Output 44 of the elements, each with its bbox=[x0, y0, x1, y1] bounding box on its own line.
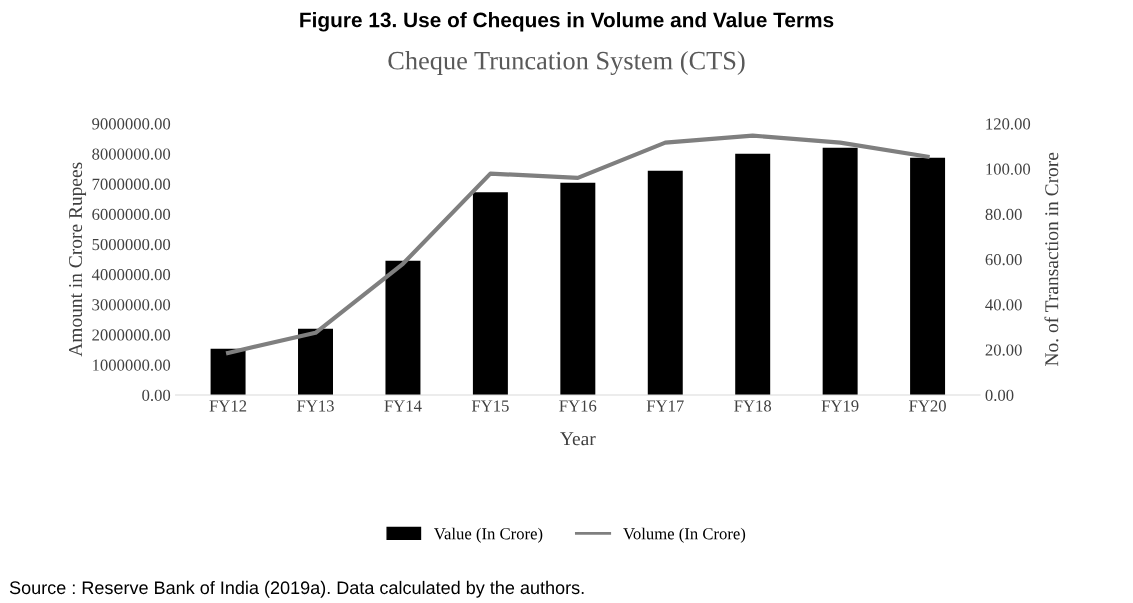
y-axis-title: Amount in Crore Rupees bbox=[69, 162, 87, 357]
bar bbox=[822, 147, 858, 395]
y-tick-label: 4000000.00 bbox=[91, 269, 171, 281]
y-tick-label: 3000000.00 bbox=[92, 299, 171, 311]
x-tick-label: FY20 bbox=[909, 400, 946, 412]
x-tick-label: FY14 bbox=[384, 400, 422, 412]
y-tick-label: 5000000.00 bbox=[92, 238, 171, 251]
bar bbox=[298, 328, 333, 395]
y2-tick-label: 80.00 bbox=[985, 208, 1022, 221]
x-axis-title: Year bbox=[560, 432, 596, 446]
x-tick-label: FY17 bbox=[646, 400, 684, 412]
y2-tick-label: 60.00 bbox=[985, 253, 1022, 266]
x-tick-label: FY13 bbox=[297, 400, 334, 412]
y2-tick-label: 120.00 bbox=[986, 118, 1031, 130]
bar bbox=[647, 170, 683, 395]
chart-title: Figure 13. Use of Cheques in Volume and Value Terms bbox=[300, 12, 834, 32]
y2-tick-label: 0.00 bbox=[985, 389, 1014, 401]
x-tick-label: FY16 bbox=[559, 400, 597, 412]
y-tick-label: 6000000.00 bbox=[92, 208, 171, 221]
y2-tick-label: 100.00 bbox=[986, 163, 1031, 175]
bar bbox=[910, 157, 946, 395]
bar bbox=[560, 182, 596, 395]
y-tick-label: 8000000.00 bbox=[92, 148, 171, 160]
y2-tick-label: 40.00 bbox=[985, 299, 1022, 311]
y2-axis-title: No. of Transaction in Crore bbox=[1044, 152, 1059, 366]
y2-tick-label: 20.00 bbox=[985, 344, 1022, 356]
legend-label: Volume (In Crore) bbox=[623, 527, 746, 543]
x-tick-label: FY15 bbox=[471, 400, 509, 412]
bar bbox=[735, 153, 771, 395]
y-tick-label: 0.00 bbox=[142, 389, 171, 401]
bar bbox=[385, 260, 421, 395]
legend-label: Value (In Crore) bbox=[434, 527, 543, 543]
source-note: Source : Reserve Bank of India (2019a). Data calculated by the authors. bbox=[9, 580, 584, 598]
bar bbox=[472, 192, 508, 395]
y-tick-label: 9000000.00 bbox=[92, 118, 171, 130]
x-tick-label: FY19 bbox=[821, 400, 859, 412]
x-tick-label: FY18 bbox=[734, 400, 772, 412]
bar bbox=[210, 348, 246, 395]
chart-subtitle: Cheque Truncation System (CTS) bbox=[388, 51, 745, 76]
y-tick-label: 7000000.00 bbox=[92, 178, 171, 190]
line-series bbox=[225, 133, 930, 355]
y-tick-label: 2000000.00 bbox=[92, 329, 171, 341]
x-tick-label: FY12 bbox=[209, 400, 247, 412]
y-tick-label: 1000000.00 bbox=[93, 359, 171, 371]
